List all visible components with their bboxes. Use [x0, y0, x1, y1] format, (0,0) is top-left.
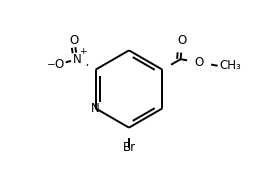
Text: −: −: [47, 60, 56, 70]
Text: N: N: [73, 53, 82, 66]
Text: +: +: [79, 47, 87, 56]
Text: N: N: [91, 102, 100, 115]
Text: O: O: [178, 34, 187, 47]
Text: O: O: [69, 34, 79, 47]
Text: CH₃: CH₃: [220, 59, 241, 72]
Text: Br: Br: [123, 141, 135, 154]
Text: O: O: [195, 56, 204, 69]
Text: O: O: [55, 57, 64, 70]
